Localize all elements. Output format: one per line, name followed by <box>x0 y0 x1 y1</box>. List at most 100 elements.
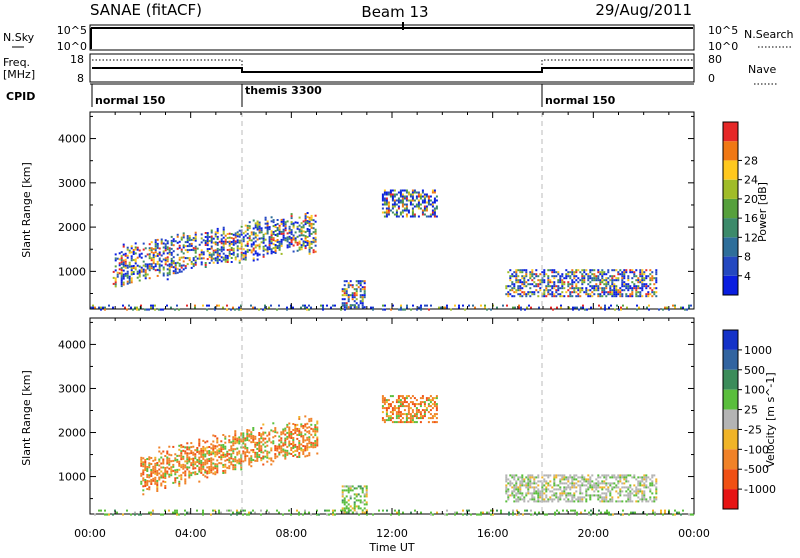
scatter-cell <box>419 193 422 196</box>
scatter-cell <box>300 431 303 434</box>
scatter-cell <box>545 285 548 288</box>
scatter-cell <box>525 492 528 495</box>
scatter-cell <box>527 476 530 479</box>
scatter-cell <box>555 488 558 491</box>
scatter-cell <box>144 467 147 469</box>
scatter-cell <box>428 308 430 311</box>
scatter-cell <box>361 491 364 494</box>
scatter-cell <box>518 306 520 309</box>
scatter-cell <box>222 242 225 245</box>
scatter-cell <box>589 498 592 501</box>
scatter-cell <box>194 249 197 252</box>
scatter-cell <box>194 467 197 470</box>
scatter-cell <box>411 409 414 412</box>
scatter-cell <box>182 244 185 247</box>
scatter-cell <box>228 461 231 464</box>
scatter-cell <box>531 498 534 501</box>
scatter-cell <box>200 233 203 236</box>
scatter-cell <box>296 225 299 228</box>
scatter-cell <box>220 444 223 447</box>
scatter-cell <box>276 455 279 458</box>
scatter-cell <box>577 281 580 284</box>
scatter-cell <box>682 509 684 512</box>
scatter-cell <box>513 488 516 491</box>
scatter-cell <box>593 482 596 485</box>
scatter-cell <box>591 488 594 491</box>
scatter-cell <box>407 405 410 408</box>
scatter-cell <box>591 291 594 294</box>
scatter-cell <box>304 237 307 240</box>
scatter-cell <box>180 458 183 461</box>
scatter-cell <box>393 421 396 424</box>
scatter-cell <box>557 279 560 282</box>
scatter-cell <box>563 476 566 479</box>
scatter-cell <box>401 189 404 192</box>
scatter-cell <box>518 513 520 516</box>
scatter-cell <box>537 496 540 499</box>
scatter-cell <box>381 411 384 414</box>
scatter-cell <box>587 478 590 481</box>
scatter-cell <box>174 479 177 482</box>
scatter-cell <box>357 286 360 289</box>
scatter-cell <box>178 444 181 447</box>
scatter-cell <box>250 243 253 246</box>
scatter-cell <box>332 304 334 307</box>
scatter-cell <box>312 237 315 240</box>
scatter-cell <box>629 492 632 495</box>
scatter-cell <box>617 474 620 477</box>
scatter-cell <box>407 417 410 420</box>
scatter-cell <box>314 444 317 447</box>
scatter-cell <box>569 500 572 503</box>
scatter-cell <box>228 236 231 239</box>
scatter-cell <box>284 453 287 456</box>
scatter-cell <box>527 486 530 489</box>
scatter-cell <box>258 448 261 450</box>
scatter-cell <box>641 285 644 288</box>
scatter-cell <box>204 264 207 266</box>
scatter-cell <box>688 306 690 309</box>
scatter-cell <box>421 395 424 398</box>
scatter-cell <box>258 440 261 442</box>
scatter-cell <box>168 459 171 462</box>
scatter-cell <box>573 275 576 278</box>
scatter-cell <box>162 250 165 253</box>
scatter-cell <box>607 488 610 491</box>
scatter-cell <box>525 273 528 276</box>
scatter-cell <box>537 474 540 477</box>
scatter-cell <box>198 442 201 445</box>
scatter-cell <box>583 496 586 499</box>
scatter-cell <box>361 302 364 305</box>
scatter-cell <box>513 291 516 294</box>
scatter-cell <box>250 459 253 462</box>
scatter-cell <box>210 231 213 234</box>
scatter-cell <box>198 456 201 459</box>
scatter-cell <box>385 211 388 214</box>
scatter-cell <box>164 481 167 483</box>
scatter-cell <box>417 215 420 218</box>
scatter-cell <box>178 468 181 471</box>
scatter-cell <box>274 447 277 450</box>
scatter-cell <box>587 488 590 491</box>
scatter-cell <box>298 416 301 418</box>
scatter-cell <box>381 417 384 420</box>
scatter-cell <box>585 480 588 483</box>
scatter-cell <box>601 269 604 272</box>
power-cbar-label: Power [dB] <box>756 182 769 242</box>
scatter-cell <box>612 513 614 516</box>
y-tick-label: 4000 <box>58 338 86 351</box>
scatter-cell <box>563 281 566 284</box>
scatter-cell <box>553 275 556 278</box>
scatter-cell <box>655 482 658 485</box>
scatter-cell <box>208 240 211 242</box>
scatter-cell <box>613 289 616 292</box>
scatter-cell <box>527 293 530 296</box>
scatter-cell <box>621 289 624 292</box>
scatter-cell <box>210 471 213 474</box>
scatter-cell <box>136 308 138 311</box>
scatter-cell <box>581 482 584 485</box>
scatter-cell <box>306 430 309 433</box>
scatter-cell <box>304 235 307 238</box>
scatter-cell <box>581 498 584 501</box>
scatter-cell <box>228 465 231 468</box>
scatter-cell <box>532 513 534 516</box>
